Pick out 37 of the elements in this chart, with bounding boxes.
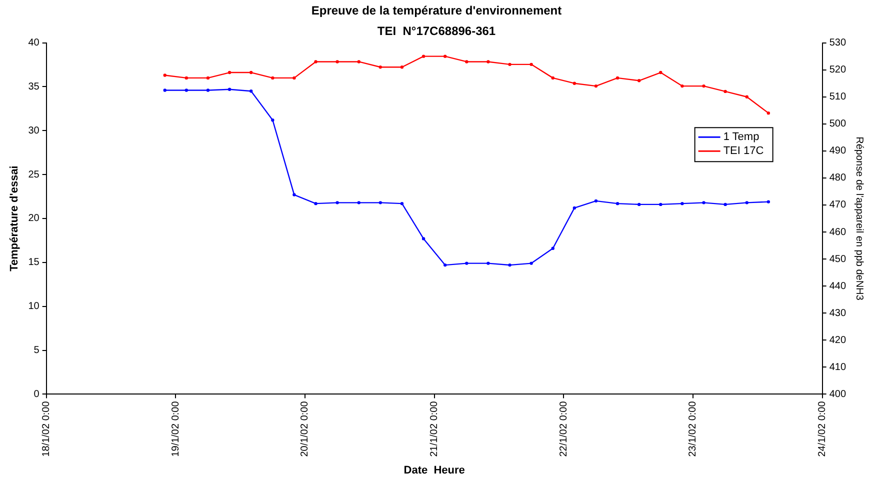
y-tick-label: 25 (28, 169, 40, 180)
y2-tick-label: 450 (829, 254, 846, 265)
y-tick-label: 0 (34, 388, 40, 400)
chart-title: Epreuve de la température d'environnement (311, 4, 562, 18)
y2-tick-label: 440 (829, 280, 846, 292)
y-tick-label: 10 (28, 301, 40, 312)
x-tick-label: 19/1/02 0:00 (170, 400, 182, 457)
y2-tick-label: 510 (829, 92, 846, 103)
y-tick-label: 5 (34, 345, 40, 356)
legend-label: TEI 17C (723, 145, 764, 158)
x-tick-label: 24/1/02 0:00 (817, 400, 828, 457)
y-tick-label: 35 (28, 81, 40, 92)
y2-tick-label: 480 (829, 172, 846, 184)
y2-tick-label: 410 (829, 362, 846, 373)
y2-tick-label: 530 (829, 38, 846, 49)
y2-tick-label: 500 (829, 118, 846, 130)
y2-tick-label: 400 (829, 388, 846, 400)
chart-subtitle: TEI N°17C68896-361 (377, 24, 496, 38)
x-axis-title: Date Heure (404, 464, 465, 476)
y2-axis-title: Réponse de l'appareil en ppb deNH3 (853, 136, 864, 301)
y-tick-label: 20 (28, 213, 40, 224)
x-tick-label: 21/1/02 0:00 (429, 400, 440, 457)
y2-tick-label: 520 (829, 64, 846, 76)
x-tick-label: 20/1/02 0:00 (300, 400, 311, 457)
legend-label: 1 Temp (723, 131, 760, 144)
y2-tick-label: 430 (829, 308, 846, 319)
y-tick-label: 40 (28, 38, 40, 49)
x-tick-label: 18/1/02 0:00 (41, 400, 52, 457)
y-tick-label: 30 (28, 125, 40, 136)
y2-tick-label: 420 (829, 334, 846, 346)
x-tick-label: 22/1/02 0:00 (558, 400, 570, 457)
y-axis-title: Température d'essai (8, 166, 21, 272)
y2-tick-label: 460 (829, 226, 846, 238)
y2-tick-label: 490 (829, 146, 846, 157)
y2-tick-label: 470 (829, 200, 846, 211)
y-tick-label: 15 (28, 257, 40, 268)
x-tick-label: 23/1/02 0:00 (688, 400, 699, 457)
